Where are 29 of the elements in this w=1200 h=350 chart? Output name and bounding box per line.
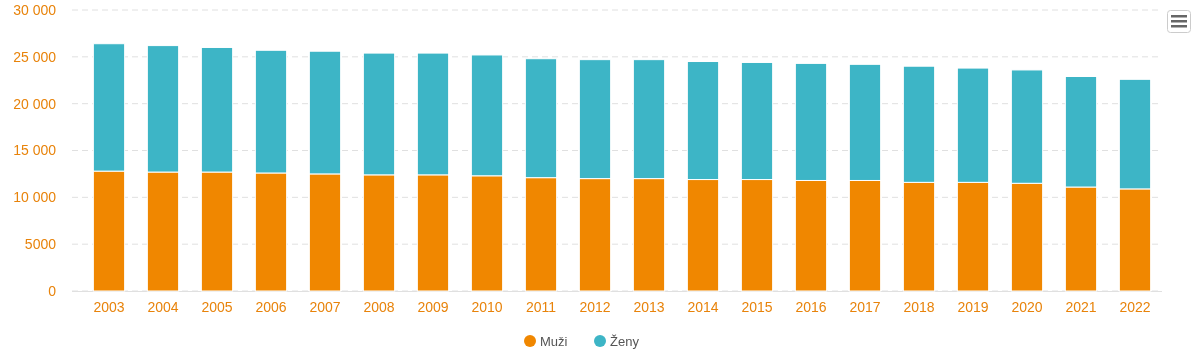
x-tick-label: 2004 (147, 299, 179, 315)
x-tick-label: 2014 (687, 299, 719, 315)
y-tick-label: 30 000 (13, 1, 57, 18)
y-tick-label: 20 000 (13, 95, 57, 112)
x-tick-label: 2010 (471, 299, 503, 315)
x-tick-label: 2009 (417, 299, 449, 315)
x-tick-label: 2020 (1011, 299, 1043, 315)
x-tick-label: 2021 (1065, 299, 1097, 315)
x-tick-label: 2011 (525, 299, 557, 315)
x-tick-label: 2022 (1119, 299, 1151, 315)
y-tick-label: 15 000 (13, 142, 57, 159)
x-tick-label: 2018 (903, 299, 935, 315)
x-tick-label: 2013 (633, 299, 665, 315)
x-tick-label: 2017 (849, 299, 881, 315)
y-tick-label: 0 (48, 282, 57, 299)
x-tick-label: 2006 (255, 299, 287, 315)
x-tick-label: 2003 (93, 299, 125, 315)
y-tick-label: 5000 (24, 236, 57, 253)
x-tick-label: 2005 (201, 299, 233, 315)
x-tick-label: 2019 (957, 299, 989, 315)
x-tick-label: 2012 (579, 299, 611, 315)
x-tick-label: 2015 (741, 299, 773, 315)
x-tick-label: 2007 (309, 299, 341, 315)
legend-label: Muži (540, 333, 568, 349)
y-tick-label: 10 000 (13, 189, 57, 206)
x-tick-label: 2008 (363, 299, 395, 315)
legend-label: Ženy (610, 333, 640, 349)
x-tick-label: 2016 (795, 299, 827, 315)
y-tick-label: 25 000 (13, 48, 57, 65)
